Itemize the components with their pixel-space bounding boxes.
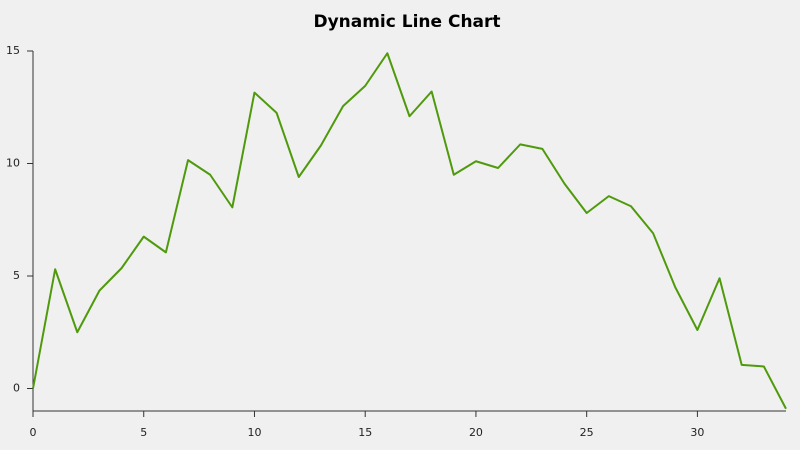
x-tick-label: 30 [690, 426, 704, 439]
x-tick-label: 10 [247, 426, 261, 439]
x-tick-label: 20 [469, 426, 483, 439]
x-tick-label: 5 [140, 426, 147, 439]
y-tick-label: 5 [13, 269, 20, 282]
x-tick-label: 25 [580, 426, 594, 439]
x-tick-label: 15 [358, 426, 372, 439]
y-tick-label: 15 [6, 44, 20, 57]
chart-title: Dynamic Line Chart [313, 12, 500, 32]
y-tick-label: 10 [6, 157, 20, 170]
line-series [32, 52, 787, 410]
y-tick-label: 0 [13, 382, 20, 395]
x-tick-label: 0 [30, 426, 37, 439]
